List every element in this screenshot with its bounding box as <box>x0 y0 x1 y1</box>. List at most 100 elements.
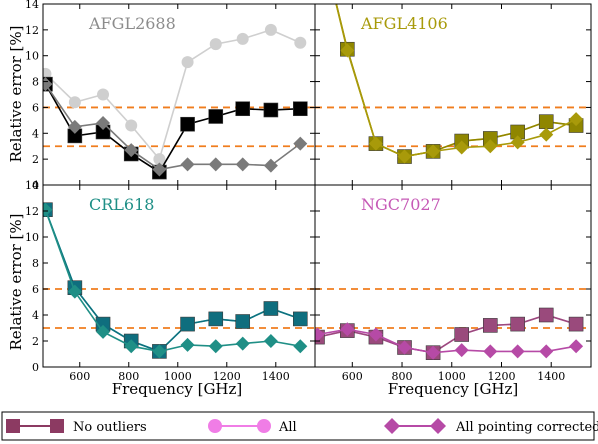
data-point-pointing-corrected <box>235 336 250 351</box>
x-tick-label: 600 <box>69 370 90 383</box>
legend-pointing-marker-right <box>430 418 446 434</box>
data-point-no-outliers <box>482 318 498 333</box>
series-line-no-outliers-0 <box>44 83 301 174</box>
x-tick-label: 800 <box>392 370 413 383</box>
panel-ngc7027: 600 800 1000 1200 1400 NGC7027 <box>314 184 592 383</box>
x-tick-label: 1400 <box>262 370 290 383</box>
series-line-no-outliers-0 <box>44 209 301 353</box>
data-point-pointing-corrected <box>180 337 195 352</box>
x-tick-label: 1000 <box>164 370 192 383</box>
data-point-no-outliers <box>235 314 251 329</box>
data-point-all <box>68 96 81 109</box>
legend-no-outliers-marker-left <box>6 419 20 433</box>
x-axis-label-right: Frequency [GHz] <box>388 380 519 398</box>
data-point-pointing-corrected <box>43 77 53 92</box>
series-line-all-0 <box>317 314 577 354</box>
series-line-pointing-corrected-0 <box>44 209 301 353</box>
y-tick-label: 2 <box>32 153 39 166</box>
data-point-pointing-corrected <box>208 339 223 354</box>
data-point-pointing-corrected <box>208 157 223 172</box>
data-point-pointing-corrected <box>263 334 278 348</box>
y-tick-label: 6 <box>32 101 39 114</box>
panel-series-group <box>43 23 308 180</box>
panel-afgl4106: AFGL4106 <box>314 3 592 186</box>
y-tick-label: 14 <box>25 179 39 192</box>
data-point-pointing-corrected <box>263 158 278 173</box>
legend-all-label: All <box>278 420 297 435</box>
y-tick-label: 2 <box>32 335 39 348</box>
y-tick-label: 8 <box>32 76 39 89</box>
y-tick-label: 4 <box>32 127 39 140</box>
y-axis-label-bottom: Relative error [%] <box>7 214 25 351</box>
y-tick-label: 4 <box>32 309 39 322</box>
panel-series-group <box>315 307 584 361</box>
data-point-pointing-corrected <box>483 139 498 154</box>
data-point-all <box>43 67 52 80</box>
legend-no-outliers-marker-right <box>50 419 64 433</box>
y-tick-label: 10 <box>25 50 39 63</box>
data-point-pointing-corrected <box>340 322 355 337</box>
data-point-pointing-corrected <box>510 135 525 150</box>
data-point-pointing-corrected <box>397 149 412 164</box>
legend-no-outliers-label: No outliers <box>73 420 147 435</box>
data-point-pointing-corrected <box>96 115 111 130</box>
x-tick-label: 1000 <box>438 370 466 383</box>
y-tick-label: 8 <box>32 257 39 270</box>
data-point-all <box>209 38 222 51</box>
data-point-pointing-corrected <box>426 144 441 159</box>
legend-pointing-label: All pointing corrected <box>455 420 598 435</box>
legend-pointing-marker-left <box>384 418 400 434</box>
y-tick-label: 10 <box>25 231 39 244</box>
panel-frame <box>314 184 592 368</box>
data-point-no-outliers <box>263 301 279 316</box>
data-point-no-outliers <box>180 116 195 132</box>
y-axis-label-top: Relative error [%] <box>7 26 25 163</box>
legend-frame <box>1 411 595 441</box>
data-point-all <box>236 32 249 45</box>
x-tick-label: 1400 <box>537 370 565 383</box>
series-line-pointing-corrected-0 <box>44 83 301 171</box>
data-point-pointing-corrected <box>96 324 111 339</box>
data-point-pointing-corrected <box>67 284 82 299</box>
panel-series-group <box>43 202 308 359</box>
x-tick-label: 800 <box>118 370 139 383</box>
data-point-no-outliers <box>292 101 308 117</box>
series-line-pointing-corrected-0 <box>335 4 577 158</box>
data-point-all <box>153 153 166 166</box>
data-point-pointing-corrected <box>293 136 308 151</box>
series-line-no-outliers-0 <box>317 314 577 354</box>
data-point-pointing-corrected <box>426 345 441 360</box>
data-point-all <box>264 23 277 36</box>
data-point-pointing-corrected <box>454 140 469 155</box>
data-point-no-outliers <box>538 307 554 323</box>
data-point-pointing-corrected <box>67 119 82 134</box>
y-tick-label: 0 <box>32 179 39 192</box>
data-point-pointing-corrected <box>569 339 584 354</box>
y-tick-label: 12 <box>25 24 39 37</box>
panel-title: NGC7027 <box>361 195 441 214</box>
data-point-pointing-corrected <box>315 327 325 342</box>
data-point-pointing-corrected <box>235 157 250 172</box>
data-point-no-outliers <box>208 109 224 124</box>
data-point-pointing-corrected <box>124 339 139 354</box>
data-point-all <box>125 119 138 132</box>
legend-all-marker-right <box>257 419 271 433</box>
data-point-pointing-corrected <box>483 344 498 359</box>
panel-title: CRL618 <box>89 195 154 214</box>
data-point-pointing-corrected <box>510 344 525 359</box>
data-point-pointing-corrected <box>454 343 469 358</box>
data-point-pointing-corrected <box>124 143 139 158</box>
y-tick-label: 14 <box>25 0 39 11</box>
panel-title: AFGL2688 <box>88 14 176 33</box>
data-point-pointing-corrected <box>368 136 383 151</box>
data-point-no-outliers <box>263 102 279 118</box>
y-tick-label: 0 <box>32 361 39 374</box>
data-point-no-outliers <box>235 101 251 117</box>
data-point-pointing-corrected <box>539 127 554 142</box>
series-line-all-0 <box>44 29 301 161</box>
panel-crl618: 0 2 4 6 8 10 12 14 600 800 1000 1200 1400 CRL618 <box>25 179 316 383</box>
panel-series-group <box>335 4 584 164</box>
data-point-no-outliers <box>208 311 224 327</box>
series-line-all-0 <box>44 209 301 353</box>
